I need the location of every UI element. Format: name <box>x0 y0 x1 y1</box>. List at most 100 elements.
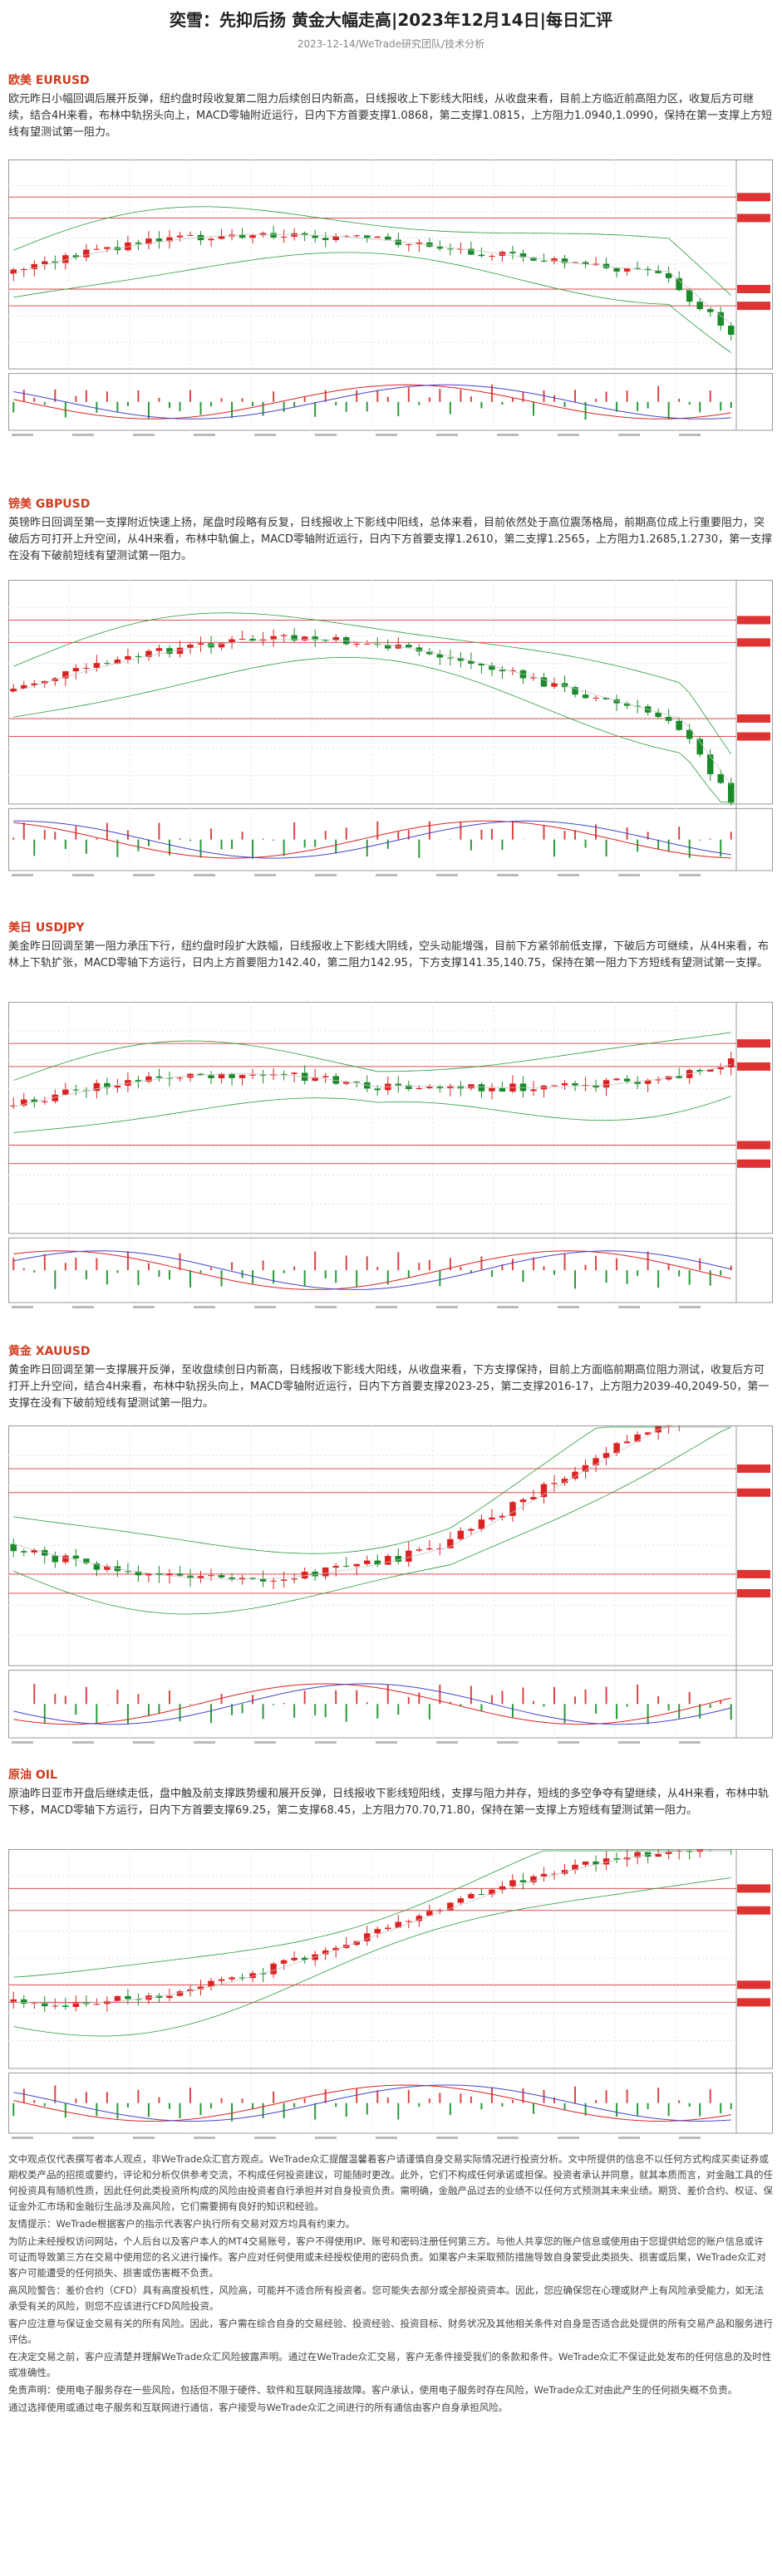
candle-body <box>478 663 485 665</box>
candle-body <box>489 1889 495 1895</box>
band-line <box>13 656 731 802</box>
candle-body <box>655 1853 662 1857</box>
chart-image <box>8 1849 773 2139</box>
candle-body <box>623 267 631 272</box>
time-axis-tick <box>618 434 640 436</box>
macd-bar <box>137 390 140 402</box>
chart-image <box>8 1002 773 1308</box>
macd-bar <box>563 831 566 840</box>
time-axis-tick <box>315 2137 337 2139</box>
time-axis-tick <box>194 1306 215 1308</box>
macd-bar <box>418 401 421 405</box>
macd-bar <box>283 1703 285 1705</box>
candle-body <box>332 1076 339 1084</box>
candle-body <box>499 670 506 672</box>
macd-bar <box>490 2087 493 2103</box>
candle-body <box>457 1086 465 1089</box>
candle-body <box>291 1072 298 1074</box>
macd-bar <box>522 391 524 402</box>
candle-body <box>530 677 537 679</box>
macd-bar <box>418 839 421 858</box>
macd-bar <box>106 2092 108 2103</box>
candle-body <box>499 1087 506 1092</box>
macd-bar <box>189 1704 191 1705</box>
candle-body <box>634 1434 641 1442</box>
candle-body <box>197 1073 204 1076</box>
candle-body <box>717 773 724 783</box>
macd-bar <box>85 2092 87 2103</box>
chart-image <box>8 580 773 876</box>
macd-bar <box>96 837 98 840</box>
candle-body <box>31 263 38 269</box>
candle-body <box>291 1578 298 1580</box>
candle-body <box>468 1894 475 1899</box>
macd-signal <box>13 1250 731 1290</box>
candle-body <box>540 677 548 687</box>
candle-body <box>395 1921 402 1928</box>
macd-bar <box>449 1258 451 1271</box>
candle-body <box>582 1861 589 1865</box>
macd-bar <box>96 1704 98 1724</box>
macd-bar <box>168 1690 170 1705</box>
time-axis-tick <box>12 1306 33 1308</box>
candle-body <box>717 1067 724 1070</box>
candle-body <box>426 651 433 655</box>
candle-body <box>436 1086 444 1088</box>
time-axis-tick <box>558 1306 579 1308</box>
candle-body <box>602 1858 610 1865</box>
time-axis-tick <box>254 1741 276 1744</box>
macd-bar <box>324 1704 327 1718</box>
macd-bar <box>293 401 296 408</box>
macd-bar <box>345 2103 347 2117</box>
macd-bar <box>647 401 649 409</box>
macd-bar <box>293 822 296 840</box>
macd-bar <box>553 2097 555 2103</box>
macd-bar <box>460 821 462 840</box>
macd-bar <box>231 401 234 419</box>
candle-body <box>135 655 142 657</box>
candle-body <box>478 254 485 257</box>
macd-bar <box>33 397 36 402</box>
panel-frame <box>8 1237 773 1303</box>
macd-bar <box>657 1695 660 1705</box>
candle-body <box>114 1995 121 2001</box>
price-tag <box>737 1039 770 1048</box>
macd-bar <box>637 1270 639 1277</box>
macd-bar <box>637 1684 639 1705</box>
candle-body <box>104 247 111 249</box>
section-heading: 镑美 GBPUSD <box>8 498 91 511</box>
candle-body <box>727 325 735 335</box>
macd-bar <box>501 1690 504 1705</box>
macd-bar <box>116 2103 119 2119</box>
candle-body <box>363 643 371 645</box>
candle-body <box>21 684 27 689</box>
candle-body <box>676 1076 682 1078</box>
macd-bar <box>605 2090 607 2103</box>
macd-bar <box>12 401 15 413</box>
macd-bar <box>688 1691 691 1705</box>
macd-bar <box>345 827 347 840</box>
macd-bar <box>553 395 555 402</box>
macd-bar <box>616 1704 618 1720</box>
candle-body <box>52 2005 59 2007</box>
disclaimer-paragraph: 友情提示：WeTrade根据客户的指示代表客户执行所有交易对双方均具有约束力。 <box>8 2218 356 2230</box>
candle-body <box>665 717 672 721</box>
macd-bar <box>126 830 129 840</box>
macd-bar <box>376 2090 379 2103</box>
macd-bar <box>480 1704 483 1712</box>
macd-line <box>13 2084 731 2122</box>
macd-bar <box>595 1704 598 1714</box>
candle-body <box>374 1560 381 1565</box>
candle-body <box>582 1465 589 1472</box>
macd-bar <box>595 824 598 840</box>
macd-bar <box>345 1255 347 1271</box>
macd-bar <box>64 2103 66 2118</box>
macd-bar <box>688 1270 691 1285</box>
candle-body <box>489 256 495 258</box>
section-text: 黄金昨日回调至第一支撑展开反弹，至收盘续创日内新高，日线报收下影线大阳线，从收盘… <box>8 1364 770 1410</box>
candle-body <box>72 668 80 672</box>
macd-bar <box>584 2103 587 2116</box>
disclaimer-paragraph: 通过选择使用或通过电子服务和互联网进行通信，客户接受与WeTrade众汇之间进行… <box>8 2402 509 2413</box>
candle-body <box>125 242 131 251</box>
macd-bar <box>273 2091 275 2103</box>
